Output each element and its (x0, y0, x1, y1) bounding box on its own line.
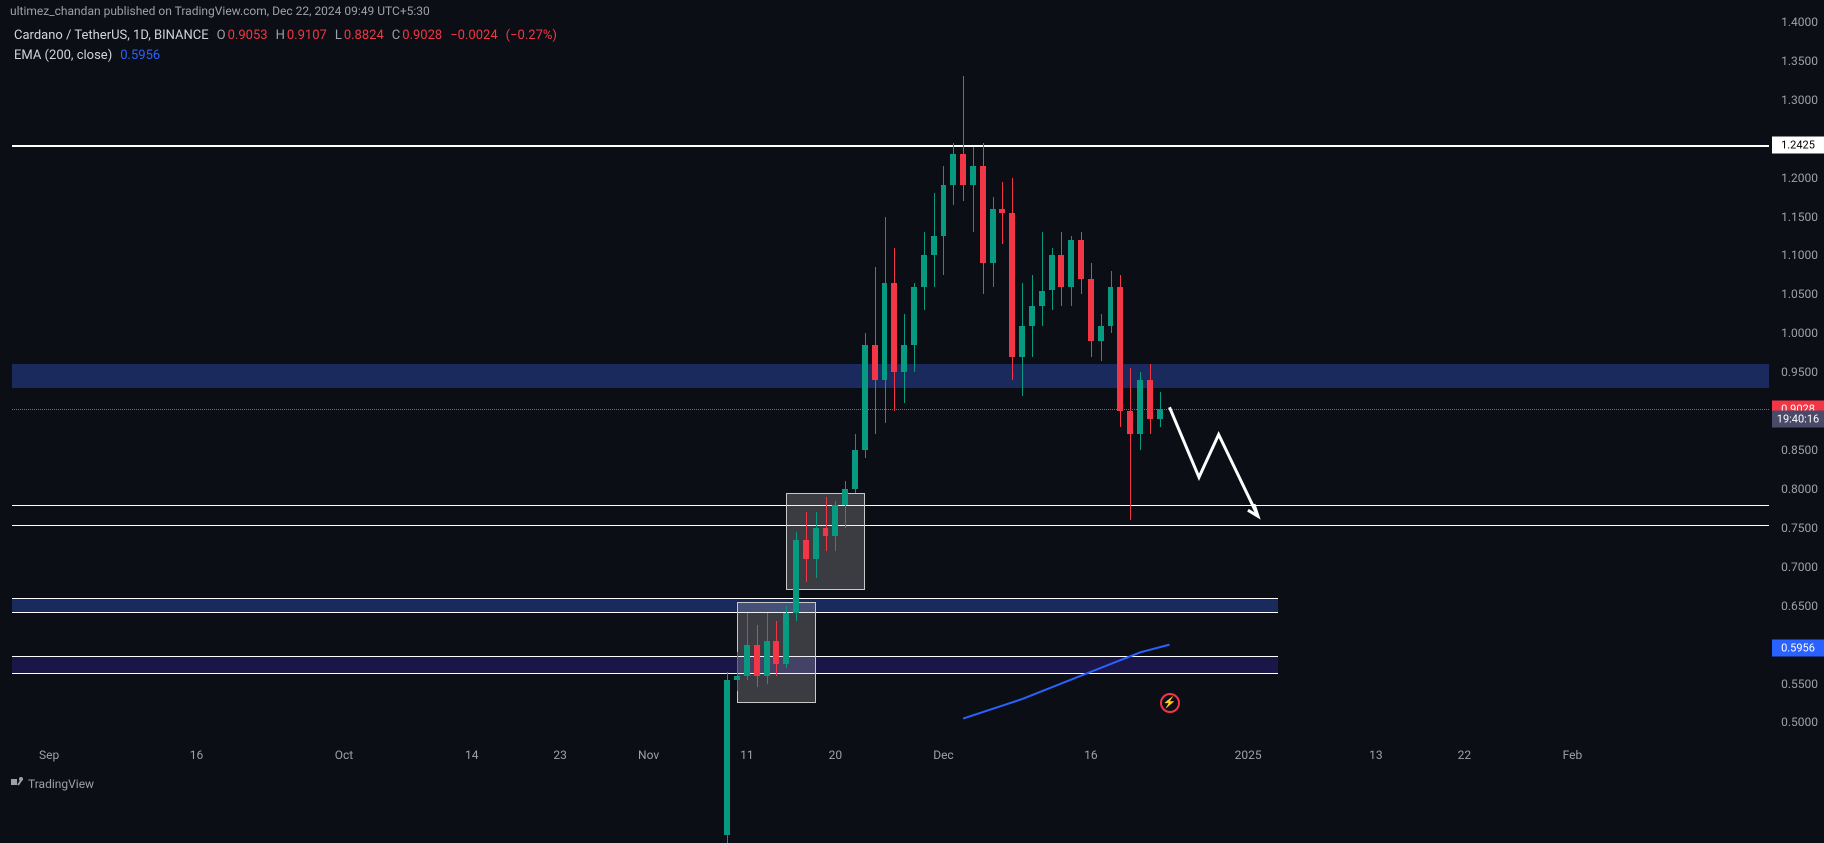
price-label: 1.2425 (1772, 136, 1824, 153)
price-tick: 0.9500 (1781, 365, 1818, 379)
flash-icon[interactable]: ⚡ (1160, 693, 1180, 713)
time-tick: 13 (1369, 748, 1383, 762)
price-label: 19:40:16 (1772, 410, 1824, 427)
time-tick: Dec (933, 748, 954, 762)
price-tick: 0.7000 (1781, 560, 1818, 574)
time-tick: Oct (335, 748, 353, 762)
ohlc-low: 0.8824 (335, 28, 384, 43)
ohlc-high: 0.9107 (276, 28, 327, 43)
ohlc-open: 0.9053 (217, 28, 268, 43)
price-label: 0.5956 (1772, 640, 1824, 657)
indicator-row: EMA (200, close) 0.5956 (14, 48, 160, 63)
time-tick: 11 (740, 748, 754, 762)
projection-arrow (0, 22, 1769, 738)
time-tick: 16 (190, 748, 204, 762)
price-tick: 1.3500 (1781, 54, 1818, 68)
price-axis[interactable]: 1.40001.35001.30001.20001.15001.10001.05… (1769, 22, 1824, 738)
time-tick: 2025 (1235, 748, 1262, 762)
tradingview-watermark: TradingView (10, 775, 94, 792)
ohlc-change: −0.0024 (450, 28, 497, 43)
time-tick: Nov (638, 748, 659, 762)
time-tick: 16 (1084, 748, 1098, 762)
time-tick: 14 (465, 748, 479, 762)
tv-logo-icon (10, 775, 24, 792)
time-tick: Feb (1563, 748, 1583, 762)
price-tick: 1.0000 (1781, 326, 1818, 340)
time-tick: 22 (1458, 748, 1472, 762)
time-tick: 23 (553, 748, 567, 762)
symbol-pair: Cardano / TetherUS, 1D, BINANCE (14, 28, 209, 43)
price-tick: 1.2000 (1781, 171, 1818, 185)
indicator-value: 0.5956 (120, 48, 160, 63)
time-axis[interactable]: Sep 16 Oct 14 23 Nov 11 20 Dec 16 2025 13 22 Feb (0, 742, 1769, 770)
price-tick: 0.5000 (1781, 715, 1818, 729)
price-tick: 1.1500 (1781, 210, 1818, 224)
price-tick: 1.3000 (1781, 93, 1818, 107)
time-tick: Sep (39, 748, 59, 762)
price-tick: 0.5500 (1781, 677, 1818, 691)
watermark-text: TradingView (28, 777, 94, 791)
chart-area[interactable]: ⚡ (0, 22, 1769, 738)
price-tick: 1.1000 (1781, 248, 1818, 262)
ohlc-close: 0.9028 (392, 28, 442, 43)
symbol-ohlc-row: Cardano / TetherUS, 1D, BINANCE 0.9053 0… (14, 28, 557, 43)
price-tick: 1.4000 (1781, 15, 1818, 29)
indicator-name: EMA (200, close) (14, 48, 112, 63)
time-tick: 20 (829, 748, 843, 762)
price-tick: 0.8000 (1781, 482, 1818, 496)
price-tick: 1.0500 (1781, 287, 1818, 301)
price-tick: 0.6500 (1781, 599, 1818, 613)
ohlc-change-pct: (−0.27%) (506, 28, 557, 43)
price-tick: 0.8500 (1781, 443, 1818, 457)
price-tick: 0.7500 (1781, 521, 1818, 535)
publish-text: ultimez_chandan published on TradingView… (10, 4, 430, 18)
